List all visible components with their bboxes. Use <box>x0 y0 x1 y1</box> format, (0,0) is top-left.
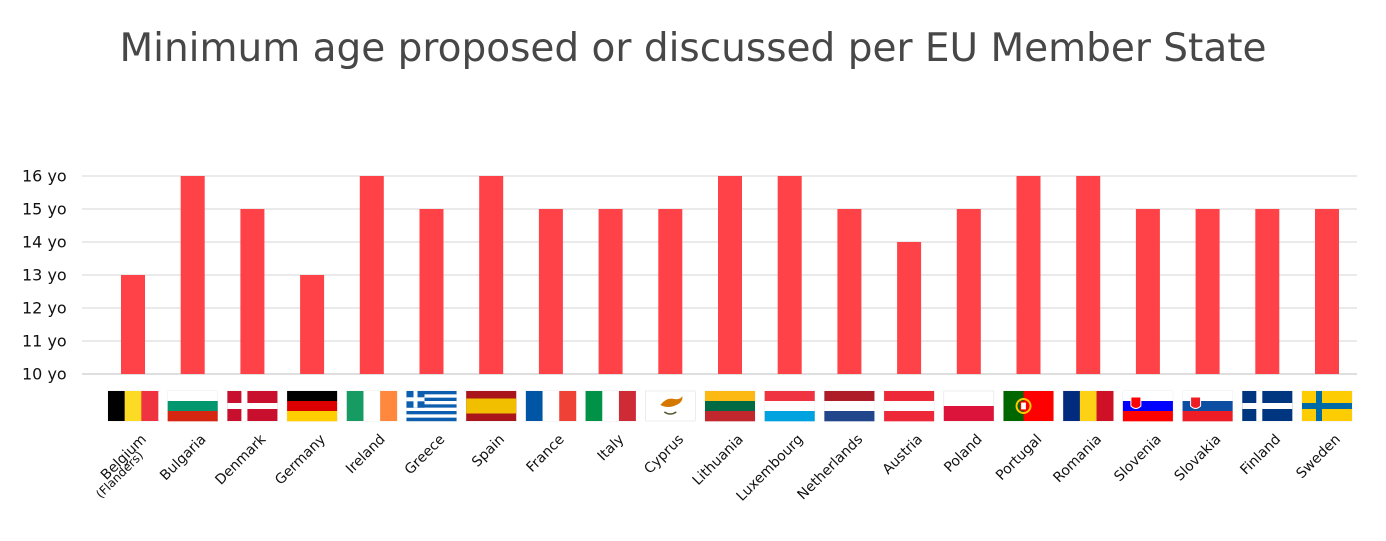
y-tick-label: 14 yo <box>22 233 67 252</box>
bar <box>1135 209 1160 374</box>
chart-title: Minimum age proposed or discussed per EU… <box>119 26 1267 71</box>
flag-italy-icon <box>585 390 636 422</box>
flag-lithuania-icon <box>704 390 756 422</box>
bar <box>1255 209 1280 374</box>
x-tick-label: Spain <box>469 432 508 471</box>
x-tick-label: Cyprus <box>641 432 687 478</box>
flag-luxembourg-icon <box>764 390 816 422</box>
flag-greece-icon <box>406 390 457 422</box>
flag-netherlands-icon <box>824 390 875 422</box>
flag-cyprus-icon <box>644 390 696 422</box>
y-tick-label: 10 yo <box>22 365 67 384</box>
bar <box>837 209 862 374</box>
bar <box>121 275 145 374</box>
flag-spain-icon <box>465 390 517 422</box>
bar <box>1195 209 1220 374</box>
bar <box>300 275 325 374</box>
flag-france-icon <box>525 390 577 422</box>
x-tick-label: Slovenia <box>1111 432 1164 485</box>
x-tick-label: Denmark <box>212 431 269 488</box>
bar <box>538 209 563 374</box>
x-tick-label: Finland <box>1237 432 1284 479</box>
flag-slovenia-icon <box>1122 390 1174 422</box>
flag-belgium-icon <box>107 390 159 422</box>
flag-germany-icon <box>286 390 338 422</box>
x-tick-label: Romania <box>1050 432 1105 487</box>
bar <box>658 209 683 374</box>
y-tick-label: 16 yo <box>22 167 67 186</box>
bar <box>777 176 802 374</box>
x-tick-label: Germany <box>272 432 329 489</box>
y-tick-label: 15 yo <box>22 200 67 219</box>
x-tick-label: Slovakia <box>1172 432 1225 485</box>
x-tick-label: Greece <box>402 432 449 479</box>
bar <box>359 176 384 374</box>
bar <box>1016 176 1041 374</box>
bar <box>897 242 922 374</box>
bar <box>1315 209 1339 374</box>
y-tick-label: 11 yo <box>22 332 67 351</box>
flag-austria-icon <box>883 390 935 422</box>
x-tick-label: France <box>523 432 567 476</box>
x-tick-label: Lithuania <box>690 432 747 489</box>
bar <box>479 176 504 374</box>
flag-poland-icon <box>943 390 995 422</box>
x-tick-label: Poland <box>941 432 985 476</box>
x-tick-label: Italy <box>595 432 628 465</box>
bar <box>956 209 981 374</box>
bar <box>240 209 265 374</box>
bar <box>598 209 623 374</box>
x-tick-label: Austria <box>880 432 926 478</box>
flag-sweden-icon <box>1301 390 1353 422</box>
x-tick-label: Ireland <box>343 432 389 478</box>
flag-bulgaria-icon <box>167 390 218 422</box>
flag-denmark-icon <box>227 390 278 422</box>
bar <box>180 176 205 374</box>
flag-portugal-icon <box>1003 390 1054 422</box>
flag-romania-icon <box>1062 390 1114 422</box>
flag-slovakia-icon <box>1182 390 1233 422</box>
flag-ireland-icon <box>346 390 398 422</box>
x-tick-label: Portugal <box>993 432 1045 484</box>
x-tick-label: Bulgaria <box>157 432 209 484</box>
y-tick-label: 13 yo <box>22 266 67 285</box>
bar <box>419 209 444 374</box>
y-tick-label: 12 yo <box>22 299 67 318</box>
bar <box>1076 176 1101 374</box>
flag-finland-icon <box>1242 390 1293 422</box>
bar <box>718 176 742 374</box>
x-tick-label: Sweden <box>1293 432 1343 482</box>
